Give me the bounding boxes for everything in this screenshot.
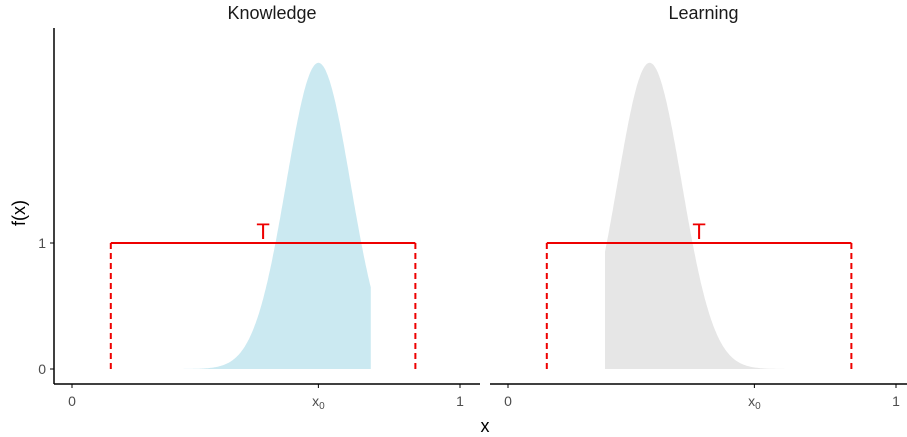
x-tick-label: 0 (68, 393, 76, 409)
x-tick-label: 1 (892, 393, 900, 409)
x-tick-label: x0 (748, 393, 761, 412)
chart-panels: Knowledge T 0 x0 1 0 1 Learning T 0 x0 1 (38, 3, 907, 412)
y-tick-label: 1 (38, 235, 46, 251)
panel-learning: Learning T 0 x0 1 (490, 3, 907, 412)
panel-knowledge: Knowledge T 0 x0 1 0 1 (38, 3, 480, 412)
x-tick-label: 0 (504, 393, 512, 409)
x-axis-label: x (481, 416, 490, 436)
panel-title: Learning (668, 3, 738, 23)
y-axis-label: f(x) (9, 200, 29, 226)
x-tick-label: x0 (312, 393, 325, 412)
y-tick-label: 0 (38, 361, 46, 377)
interval-label: T (256, 219, 269, 244)
panel-title: Knowledge (227, 3, 316, 23)
density-area (169, 62, 371, 370)
density-area (605, 62, 807, 370)
x-tick-label: 1 (456, 393, 464, 409)
interval-label: T (692, 219, 705, 244)
